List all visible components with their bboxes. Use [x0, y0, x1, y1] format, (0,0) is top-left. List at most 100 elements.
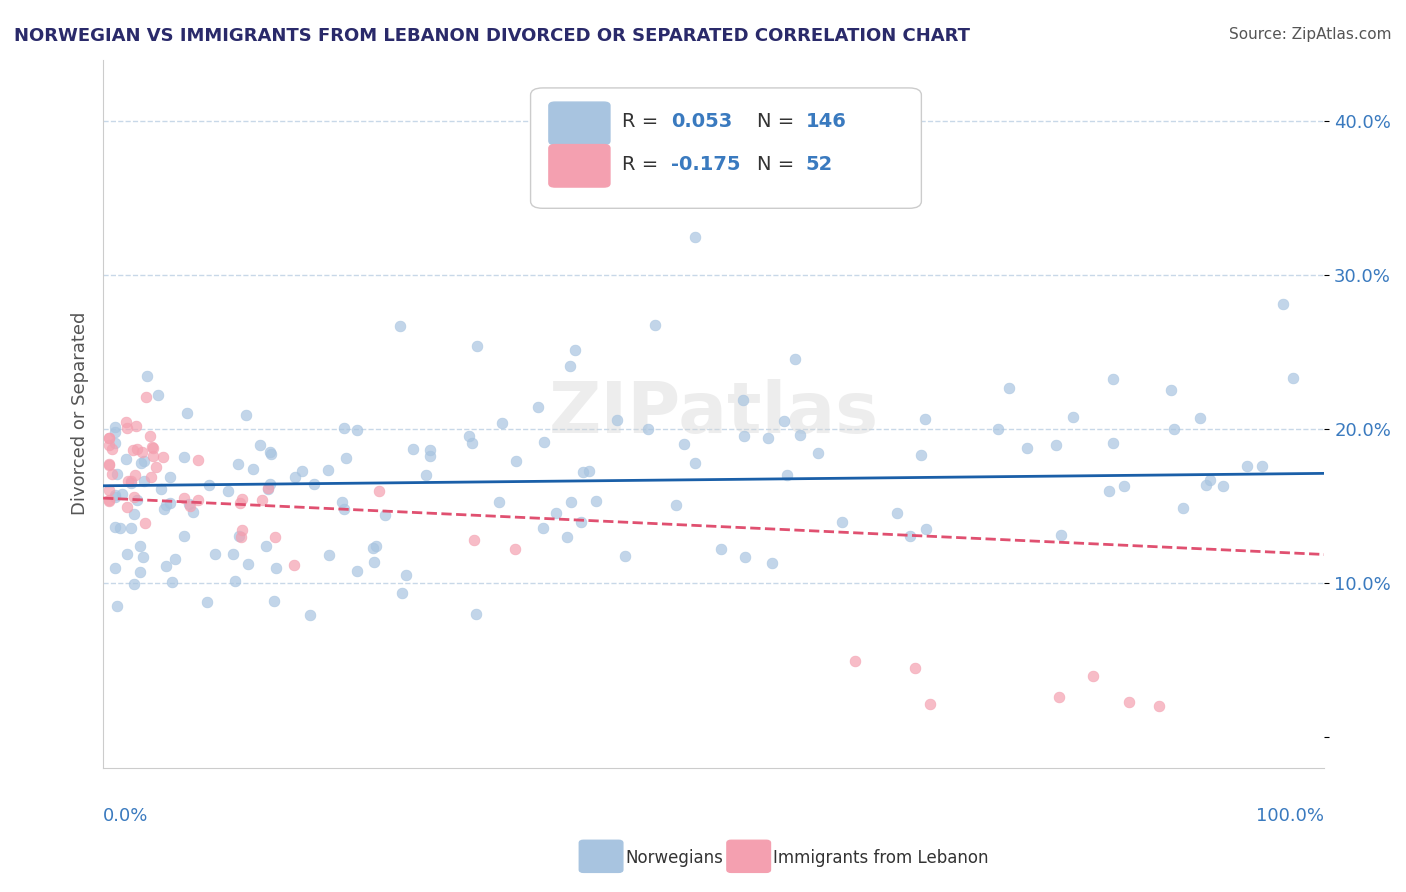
Point: [904, 661, 927, 675]
Point: [807, 445, 830, 459]
Text: R =: R =: [623, 155, 665, 174]
Point: [910, 448, 932, 462]
Point: [257, 481, 280, 495]
Point: [998, 381, 1021, 395]
Point: [98, 493, 121, 508]
Point: [111, 487, 134, 501]
Text: Norwegians: Norwegians: [626, 849, 724, 867]
Point: [388, 319, 411, 334]
Point: [122, 443, 145, 458]
Point: [368, 483, 391, 498]
Point: [304, 477, 326, 491]
Point: [898, 529, 921, 543]
Point: [665, 498, 688, 512]
Point: [129, 539, 152, 553]
Point: [458, 429, 481, 443]
Point: [104, 488, 127, 502]
Point: [1189, 411, 1212, 425]
Point: [464, 607, 486, 621]
Point: [105, 599, 128, 613]
Point: [488, 495, 510, 509]
Point: [173, 529, 195, 543]
Point: [555, 530, 578, 544]
Point: [1236, 459, 1258, 474]
FancyBboxPatch shape: [548, 145, 610, 187]
Point: [195, 595, 218, 609]
Point: [132, 454, 155, 468]
Point: [503, 541, 526, 556]
Point: [505, 454, 527, 468]
Text: 146: 146: [806, 112, 846, 131]
Point: [460, 435, 482, 450]
Point: [560, 359, 582, 373]
Point: [544, 506, 567, 520]
Point: [254, 540, 277, 554]
Point: [363, 555, 385, 569]
Point: [98, 437, 121, 451]
Point: [491, 417, 513, 431]
Text: N =: N =: [756, 155, 800, 174]
Point: [135, 368, 157, 383]
Point: [683, 230, 706, 244]
Point: [637, 422, 659, 436]
Point: [465, 339, 488, 353]
Point: [463, 533, 485, 548]
Point: [139, 428, 162, 442]
Point: [104, 560, 127, 574]
Point: [374, 508, 396, 522]
Point: [181, 505, 204, 519]
Point: [98, 483, 121, 498]
Point: [773, 415, 796, 429]
Point: [1114, 479, 1136, 493]
Point: [115, 547, 138, 561]
Point: [1160, 383, 1182, 397]
Point: [159, 470, 181, 484]
Point: [155, 498, 177, 512]
Point: [1199, 473, 1222, 487]
Point: [1047, 690, 1070, 704]
Point: [419, 449, 441, 463]
Point: [146, 388, 169, 402]
Point: [260, 447, 283, 461]
Point: [98, 493, 121, 508]
Point: [346, 564, 368, 578]
Point: [122, 507, 145, 521]
Point: [564, 343, 586, 358]
Point: [391, 586, 413, 600]
Point: [187, 493, 209, 508]
Point: [915, 522, 938, 536]
Point: [585, 494, 607, 508]
Point: [165, 552, 187, 566]
Point: [415, 468, 437, 483]
Point: [152, 501, 174, 516]
Point: [217, 483, 239, 498]
Point: [115, 415, 138, 429]
Point: [1101, 436, 1123, 450]
Point: [335, 451, 357, 466]
Text: NORWEGIAN VS IMMIGRANTS FROM LEBANON DIVORCED OR SEPARATED CORRELATION CHART: NORWEGIAN VS IMMIGRANTS FROM LEBANON DIV…: [14, 27, 970, 45]
Text: N =: N =: [756, 112, 800, 131]
Point: [226, 458, 249, 472]
Point: [104, 435, 127, 450]
Point: [124, 468, 146, 483]
Point: [120, 521, 142, 535]
Point: [402, 442, 425, 456]
Point: [250, 492, 273, 507]
Point: [104, 425, 127, 440]
Point: [98, 431, 121, 445]
Point: [155, 559, 177, 574]
Point: [734, 550, 756, 565]
Y-axis label: Divorced or Separated: Divorced or Separated: [72, 312, 89, 516]
Text: 100.0%: 100.0%: [1257, 806, 1324, 824]
Point: [124, 490, 146, 504]
Point: [756, 431, 779, 445]
Point: [789, 428, 811, 442]
Point: [224, 574, 246, 588]
Point: [1171, 500, 1194, 515]
Point: [98, 458, 121, 472]
Point: [761, 556, 783, 570]
Text: Immigrants from Lebanon: Immigrants from Lebanon: [773, 849, 988, 867]
Point: [363, 541, 385, 555]
Point: [710, 541, 733, 556]
Point: [141, 440, 163, 454]
